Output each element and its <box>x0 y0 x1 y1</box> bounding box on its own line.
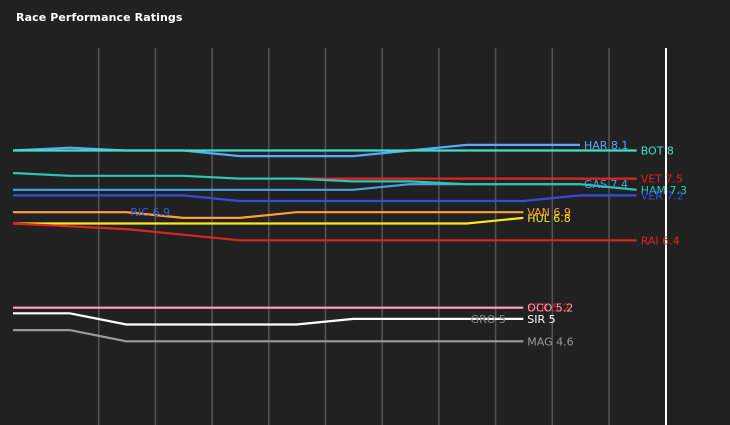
series-label-ver: VER 7.2 <box>641 189 684 202</box>
series-line-sir <box>13 312 524 326</box>
series-label-ham: HAM 7.3 <box>641 184 687 197</box>
series-label-rai: RAI 6.4 <box>641 234 680 247</box>
series-line-mag <box>13 329 524 343</box>
series-lines <box>12 143 637 343</box>
series-label-mag: MAG 4.6 <box>527 335 573 348</box>
series-label-str: STR 5.2 <box>527 302 569 315</box>
series-label-van: VAN 6.9 <box>527 206 571 219</box>
series-label-gas: GAS 7.4 <box>584 178 628 191</box>
chart-title: Race Performance Ratings <box>16 11 183 24</box>
series-label-vet: VET 7.5 <box>641 173 683 186</box>
gridlines <box>97 48 667 425</box>
series-label-hul: HUL 6.8 <box>527 212 570 225</box>
series-line-ham <box>12 171 637 191</box>
series-label-oco: OCO 5.2 <box>527 302 573 315</box>
series-line-ver <box>13 194 637 203</box>
series-label-bot: BOT 8 <box>641 145 674 158</box>
series-line-van <box>13 211 524 219</box>
series-line-hul <box>13 216 524 225</box>
series-line-rai <box>12 222 637 242</box>
series-label-gro: GRO 5 <box>471 313 506 326</box>
series-label-har: HAR 8.1 <box>584 139 628 152</box>
series-label-ric: RIC 6.9 <box>130 206 170 219</box>
series-label-sir: SIR 5 <box>527 313 555 326</box>
